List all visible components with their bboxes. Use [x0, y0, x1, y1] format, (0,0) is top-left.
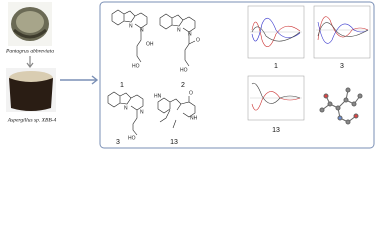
atom-label: N	[140, 27, 144, 33]
atom-label: N	[177, 27, 181, 33]
cd-label: 1	[274, 63, 278, 70]
fungus-caption: Aspergillus sp. XBB-4	[7, 116, 57, 123]
compound-label: 2	[181, 82, 185, 89]
organism-caption: Pantagrus abbreviata	[5, 48, 54, 54]
atom-label: OH	[146, 41, 154, 47]
structure-13: HN NH O	[154, 90, 198, 129]
arrow-head	[91, 75, 99, 85]
cd-plot-13	[247, 75, 305, 121]
structure-2: N N O HO	[159, 13, 200, 73]
atom-label: HO	[128, 135, 136, 141]
structure-1: N N OH HO	[111, 9, 154, 69]
atom-label: N	[124, 105, 128, 111]
cd-plot-3	[313, 5, 371, 59]
cd-label: 3	[340, 63, 344, 70]
atom-label: HO	[132, 63, 140, 69]
cd-plot-1	[247, 5, 305, 59]
insect-photo	[8, 2, 52, 46]
atom-label: N	[129, 23, 133, 29]
arrow-head	[26, 62, 34, 68]
atom-label: HO	[180, 67, 188, 73]
crystal-structure	[319, 87, 363, 125]
atom-label: O	[189, 90, 193, 96]
atom-label: N	[140, 109, 144, 115]
atom-label: HN	[154, 93, 162, 99]
atom-label: NH	[190, 115, 198, 121]
structure-3: N N HO	[107, 91, 144, 141]
atom-label: N	[188, 31, 192, 37]
atom-label: O	[196, 37, 200, 43]
compound-label: 1	[120, 82, 124, 89]
cd-label: 13	[272, 127, 280, 134]
compound-label: 3	[116, 139, 120, 146]
compound-label: 13	[170, 139, 178, 146]
content-box	[99, 1, 375, 149]
culture-photo	[6, 68, 56, 112]
graphical-abstract: Pantagrus abbreviata Aspergillus sp. XBB…	[5, 1, 375, 149]
page: Pantagrus abbreviata Aspergillus sp. XBB…	[5, 1, 375, 149]
